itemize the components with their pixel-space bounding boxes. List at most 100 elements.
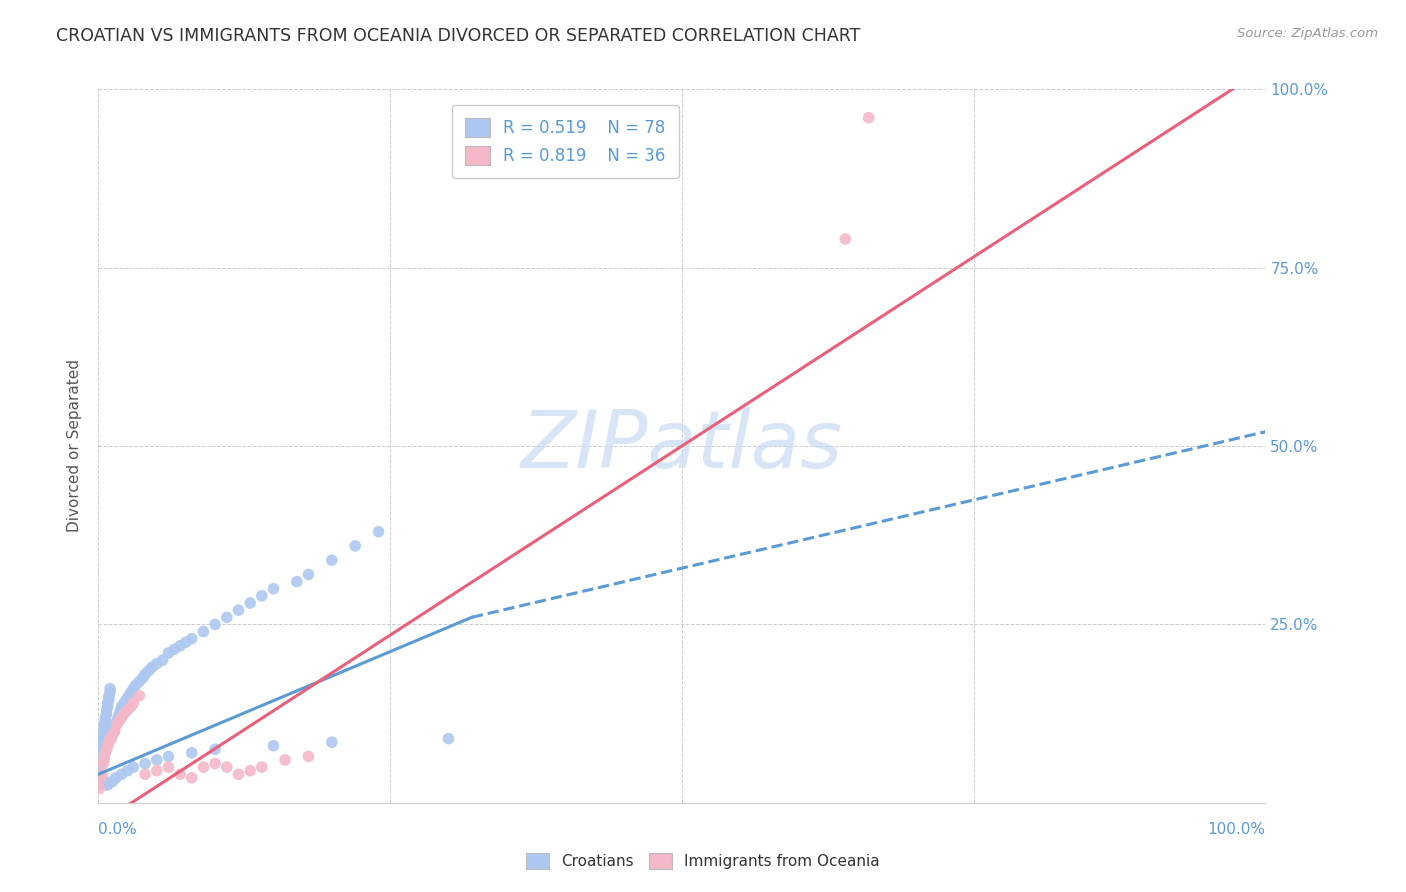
- Point: [94, 746, 117, 760]
- Point: [157, 760, 180, 774]
- Point: [101, 774, 124, 789]
- Point: [91, 735, 114, 749]
- Point: [104, 771, 127, 785]
- Point: [250, 589, 273, 603]
- Point: [274, 753, 297, 767]
- Point: [90, 753, 112, 767]
- Point: [228, 603, 250, 617]
- Point: [90, 746, 112, 760]
- Y-axis label: Divorced or Separated: Divorced or Separated: [67, 359, 83, 533]
- Point: [228, 767, 250, 781]
- Point: [157, 646, 180, 660]
- Point: [215, 610, 238, 624]
- Point: [125, 678, 148, 692]
- Point: [169, 767, 191, 781]
- Point: [97, 699, 120, 714]
- Point: [104, 724, 127, 739]
- Point: [112, 706, 135, 721]
- Point: [97, 692, 120, 706]
- Point: [204, 617, 226, 632]
- Point: [97, 689, 120, 703]
- Point: [111, 699, 134, 714]
- Point: [858, 111, 880, 125]
- Point: [120, 685, 142, 699]
- Text: 100.0%: 100.0%: [1208, 822, 1265, 837]
- Point: [108, 714, 131, 728]
- Point: [120, 699, 142, 714]
- Point: [146, 753, 169, 767]
- Point: [89, 767, 111, 781]
- Point: [134, 756, 156, 771]
- Point: [90, 760, 112, 774]
- Point: [94, 714, 117, 728]
- Point: [297, 567, 319, 582]
- Point: [111, 767, 134, 781]
- Point: [98, 685, 121, 699]
- Legend: Croatians, Immigrants from Oceania: Croatians, Immigrants from Oceania: [520, 847, 886, 875]
- Point: [152, 653, 174, 667]
- Point: [215, 760, 238, 774]
- Point: [146, 657, 169, 671]
- Point: [285, 574, 308, 589]
- Point: [141, 660, 163, 674]
- Point: [834, 232, 856, 246]
- Point: [105, 717, 128, 731]
- Point: [96, 706, 118, 721]
- Point: [180, 632, 202, 646]
- Point: [118, 689, 141, 703]
- Point: [321, 735, 343, 749]
- Point: [112, 696, 135, 710]
- Point: [204, 742, 226, 756]
- Point: [93, 724, 115, 739]
- Point: [93, 753, 115, 767]
- Point: [134, 767, 156, 781]
- Point: [98, 731, 121, 746]
- Point: [91, 778, 114, 792]
- Point: [110, 703, 132, 717]
- Point: [122, 696, 145, 710]
- Point: [100, 731, 122, 746]
- Text: Source: ZipAtlas.com: Source: ZipAtlas.com: [1237, 27, 1378, 40]
- Point: [174, 635, 197, 649]
- Point: [93, 749, 115, 764]
- Point: [193, 760, 215, 774]
- Point: [107, 710, 129, 724]
- Point: [297, 749, 319, 764]
- Point: [169, 639, 191, 653]
- Point: [437, 731, 460, 746]
- Point: [96, 742, 118, 756]
- Point: [104, 721, 127, 735]
- Point: [89, 781, 111, 796]
- Point: [117, 764, 139, 778]
- Point: [96, 703, 118, 717]
- Point: [115, 692, 138, 706]
- Point: [90, 749, 112, 764]
- Point: [101, 728, 124, 742]
- Point: [344, 539, 367, 553]
- Point: [239, 764, 262, 778]
- Point: [97, 739, 120, 753]
- Point: [128, 689, 150, 703]
- Point: [367, 524, 389, 539]
- Point: [262, 582, 284, 596]
- Point: [91, 731, 114, 746]
- Point: [193, 624, 215, 639]
- Point: [239, 596, 262, 610]
- Point: [321, 553, 343, 567]
- Point: [91, 728, 114, 742]
- Point: [97, 735, 120, 749]
- Point: [90, 739, 112, 753]
- Point: [117, 703, 139, 717]
- Point: [146, 764, 169, 778]
- Legend: R = 0.519    N = 78, R = 0.819    N = 36: R = 0.519 N = 78, R = 0.819 N = 36: [451, 104, 679, 178]
- Point: [180, 746, 202, 760]
- Text: CROATIAN VS IMMIGRANTS FROM OCEANIA DIVORCED OR SEPARATED CORRELATION CHART: CROATIAN VS IMMIGRANTS FROM OCEANIA DIVO…: [56, 27, 860, 45]
- Point: [93, 721, 115, 735]
- Point: [122, 681, 145, 696]
- Point: [101, 728, 124, 742]
- Point: [105, 714, 128, 728]
- Point: [93, 717, 115, 731]
- Point: [262, 739, 284, 753]
- Point: [104, 717, 127, 731]
- Point: [138, 664, 160, 678]
